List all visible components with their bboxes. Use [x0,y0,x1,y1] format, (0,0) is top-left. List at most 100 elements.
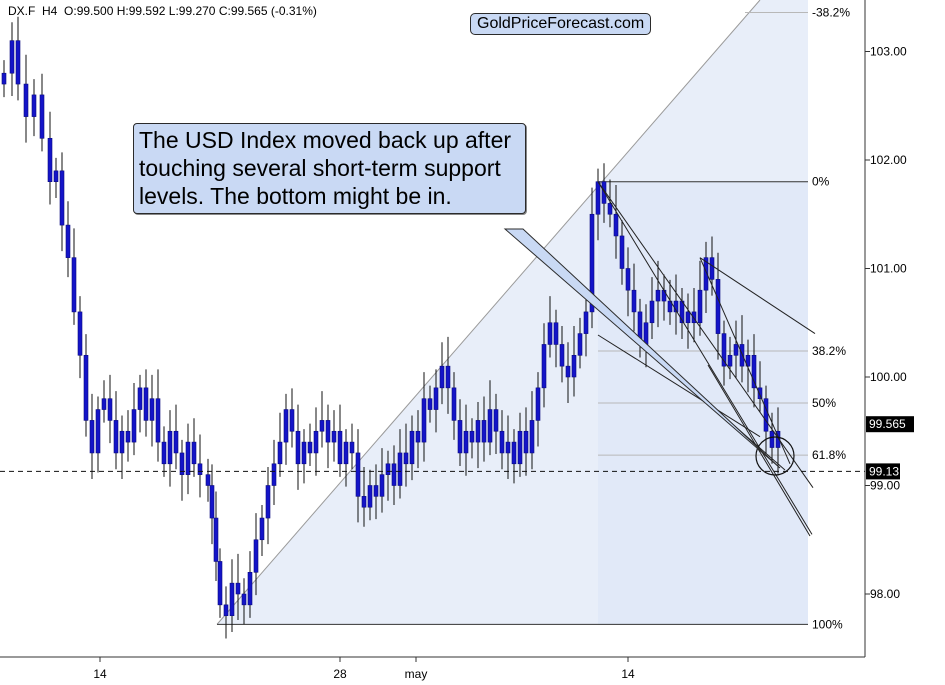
candle-body [125,430,131,443]
candle-body [517,430,523,465]
candle-body [229,582,235,617]
timeframe-label: H4 [42,4,58,18]
candle-body [649,300,655,324]
candle-body [223,604,229,616]
candle-body [553,322,559,345]
candle-body [9,40,15,74]
candle-body [191,441,197,465]
candle-body [331,430,337,443]
candle-body [565,365,571,378]
candle-body [83,354,89,421]
candle-body [547,322,553,345]
candle-body [685,311,691,324]
candle-body [691,311,697,324]
y-tick-label: 103.00 [870,45,907,59]
trendlines [0,181,865,537]
candle-body [391,463,397,486]
candle-body [697,289,703,324]
candle-body [143,387,149,421]
ohlc-readout: O:99.500 H:99.592 L:99.270 C:99.565 (-0.… [64,4,317,18]
candle-body [373,485,379,497]
candle-body [325,420,331,443]
x-tick-label: 14 [621,667,635,681]
candle-body [173,430,179,454]
candle-body [343,441,349,465]
candle-body [197,463,203,475]
candle-body [745,354,751,367]
support-price-tag [866,463,900,480]
candle-body [131,409,137,443]
candle-body [53,170,59,183]
candle-body [253,539,259,573]
candle-body [529,420,535,454]
candle-body [715,279,721,334]
candle-body [703,257,709,291]
candle-body [541,344,547,389]
candle-body [445,365,451,389]
candle-body [47,138,53,183]
trendline [597,334,761,438]
candle-body [379,474,385,497]
candle-body [439,365,445,389]
candle-body [241,593,247,606]
symbol-label: DX.F [8,4,36,18]
candle-body [583,311,589,334]
candle-body [757,387,763,400]
candle-body [113,420,119,454]
candle-body [247,571,253,606]
fib-level-label: 100% [812,617,843,631]
last-price-tag [866,416,914,433]
candle-body [523,430,529,454]
candle-body [283,409,289,443]
candle-body [313,430,319,454]
candle-body [709,257,715,280]
candle-body [625,268,631,291]
candle-body [457,420,463,454]
x-tick-label: may [405,667,428,681]
candle-body [205,474,211,486]
annotation-callout: The USD Index moved back up after touchi… [133,123,526,214]
candle-body [595,181,601,215]
candle-body [403,452,409,465]
y-tick-label: 99.00 [870,479,900,493]
candle-body [295,430,301,465]
candle-body [155,398,161,443]
candle-body [119,430,125,454]
candle-body [487,409,493,443]
candle-body [289,409,295,432]
candle-body [107,398,113,421]
candle-body [499,430,505,454]
fib-fan-line [216,0,761,625]
callout-pointer [503,228,781,469]
y-tick-label: 100.00 [870,370,907,384]
candle-body [463,430,469,454]
fib-level-label: 50% [812,396,836,410]
candle-body [655,289,661,302]
candle-body [721,333,727,367]
candle-body [769,430,775,448]
candle-body [571,354,577,378]
brand-badge: GoldPriceForecast.com [470,13,652,35]
candle-body [185,441,191,475]
y-tick-label: 101.00 [870,262,907,276]
candle-body [613,213,619,237]
price-axis: 98.00 99.00 100.00 101.00 102.00 103.00 14 28 ma… [0,0,914,681]
candle-body [15,40,21,85]
candle-body [409,430,415,465]
candle-body [763,398,769,432]
candle-body [77,311,83,356]
candle-body [301,441,307,465]
y-tick-label: 98.00 [870,587,900,601]
fib-level-label: 38.2% [812,344,846,358]
candle-body [589,213,595,313]
candle-body [89,420,95,454]
candle-body [481,420,487,443]
last-price-label: 99.565 [869,417,906,431]
candle-body [577,333,583,356]
candle-body [39,94,45,139]
candle-body [475,420,481,443]
candle-body [775,430,781,448]
candle-body [235,582,241,595]
candle-body [277,441,283,465]
fib-level-label: -38.2% [812,5,850,19]
